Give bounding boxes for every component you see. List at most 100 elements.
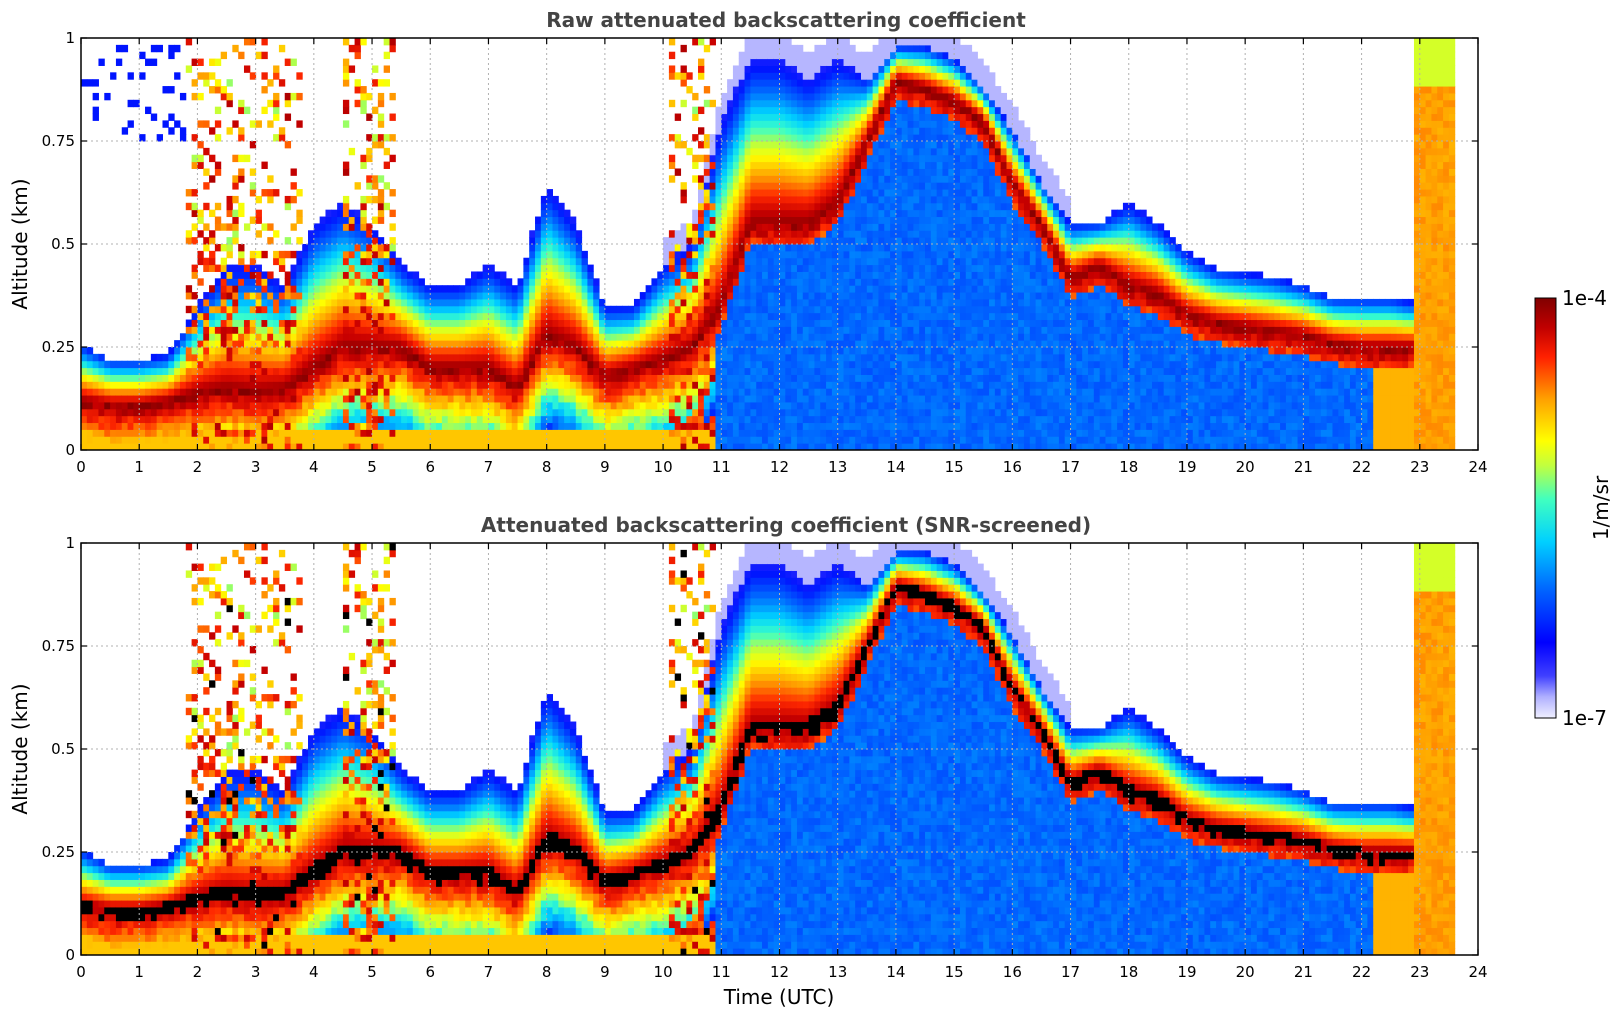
heatmap-cell: [739, 368, 745, 375]
heatmap-cell: [791, 347, 797, 354]
heatmap-cell: [570, 306, 576, 313]
heatmap-cell: [209, 354, 215, 361]
heatmap-cell: [145, 388, 151, 395]
heatmap-cell: [622, 340, 628, 347]
heatmap-cell: [465, 374, 471, 381]
heatmap-cell: [785, 354, 791, 361]
heatmap-cell: [81, 354, 87, 361]
heatmap-cell: [500, 409, 506, 416]
heatmap-cell: [378, 326, 384, 333]
heatmap-cell: [314, 230, 320, 237]
heatmap-cell: [215, 429, 221, 436]
heatmap-cell: [360, 86, 366, 93]
heatmap-cell: [814, 361, 820, 368]
heatmap-cell: [855, 65, 861, 72]
heatmap-cell: [366, 271, 372, 278]
heatmap-cell: [238, 258, 244, 265]
heatmap-cell: [692, 271, 698, 278]
heatmap-cell: [698, 72, 704, 79]
heatmap-cell: [343, 217, 349, 224]
heatmap-cell: [861, 52, 867, 59]
heatmap-cell: [617, 436, 623, 443]
heatmap-cell: [884, 271, 890, 278]
heatmap-cell: [186, 402, 192, 409]
heatmap-cell: [849, 285, 855, 292]
heatmap-cell: [558, 340, 564, 347]
heatmap-cell: [733, 320, 739, 327]
heatmap-cell: [820, 333, 826, 340]
heatmap-cell: [419, 278, 425, 285]
heatmap-cell: [692, 251, 698, 258]
heatmap-cell: [733, 340, 739, 347]
heatmap-cell: [110, 436, 116, 443]
heatmap-cell: [232, 299, 238, 306]
heatmap-cell: [238, 175, 244, 182]
heatmap-cell: [209, 429, 215, 436]
heatmap-cell: [605, 333, 611, 340]
heatmap-cell: [448, 402, 454, 409]
heatmap-cell: [203, 299, 209, 306]
heatmap-cell: [745, 416, 751, 423]
heatmap-cell: [564, 320, 570, 327]
heatmap-cell: [739, 361, 745, 368]
heatmap-cell: [838, 423, 844, 430]
heatmap-cell: [151, 45, 157, 52]
heatmap-cell: [780, 292, 786, 299]
heatmap-cell: [128, 368, 134, 375]
heatmap-cell: [634, 354, 640, 361]
heatmap-cell: [727, 333, 733, 340]
heatmap-cell: [826, 436, 832, 443]
heatmap-cell: [710, 230, 716, 237]
heatmap-cell: [698, 223, 704, 230]
heatmap-cell: [512, 326, 518, 333]
heatmap-cell: [459, 347, 465, 354]
heatmap-cell: [320, 402, 326, 409]
heatmap-cell: [762, 134, 768, 141]
heatmap-cell: [762, 333, 768, 340]
heatmap-cell: [384, 38, 390, 45]
heatmap-cell: [669, 52, 675, 59]
heatmap-cell: [529, 251, 535, 258]
heatmap-cell: [669, 230, 675, 237]
heatmap-cell: [291, 313, 297, 320]
heatmap-cell: [750, 436, 756, 443]
heatmap-cell: [384, 258, 390, 265]
heatmap-cell: [232, 271, 238, 278]
heatmap-cell: [279, 285, 285, 292]
heatmap-cell: [721, 299, 727, 306]
heatmap-cell: [681, 79, 687, 86]
heatmap-cell: [727, 381, 733, 388]
heatmap-cell: [692, 93, 698, 100]
heatmap-cell: [785, 326, 791, 333]
heatmap-cell: [867, 162, 873, 169]
heatmap-cell: [162, 423, 168, 430]
heatmap-cell: [750, 79, 756, 86]
heatmap-cell: [227, 244, 233, 251]
heatmap-cell: [715, 271, 721, 278]
heatmap-cell: [756, 326, 762, 333]
heatmap-cell: [849, 299, 855, 306]
heatmap-cell: [378, 436, 384, 443]
heatmap-cell: [285, 320, 291, 327]
heatmap-cell: [855, 299, 861, 306]
heatmap-cell: [634, 402, 640, 409]
heatmap-cell: [203, 429, 209, 436]
heatmap-cell: [355, 361, 361, 368]
heatmap-cell: [500, 361, 506, 368]
heatmap-cell: [704, 203, 710, 210]
heatmap-cell: [745, 59, 751, 66]
heatmap-cell: [227, 347, 233, 354]
heatmap-cell: [762, 409, 768, 416]
heatmap-cell: [296, 313, 302, 320]
heatmap-cell: [873, 217, 879, 224]
heatmap-cell: [785, 182, 791, 189]
heatmap-cell: [273, 388, 279, 395]
heatmap-cell: [849, 141, 855, 148]
heatmap-cell: [698, 285, 704, 292]
heatmap-cell: [448, 368, 454, 375]
heatmap-cell: [180, 395, 186, 402]
heatmap-cell: [564, 251, 570, 258]
heatmap-cell: [745, 374, 751, 381]
heatmap-cell: [570, 251, 576, 258]
heatmap-cell: [384, 313, 390, 320]
